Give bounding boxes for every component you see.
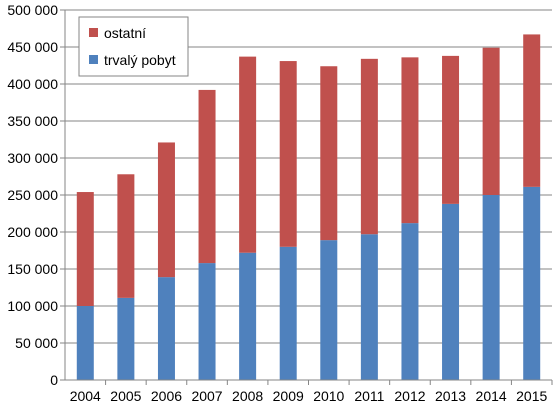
bar-segment-trvaly-pobyt <box>157 277 175 380</box>
bar-segment-ostatni <box>198 89 216 264</box>
x-tick-label: 2011 <box>354 388 384 404</box>
bar-segment-ostatni <box>157 142 175 278</box>
bar-segment-ostatni <box>117 174 135 298</box>
bar-segment-ostatni <box>523 34 541 187</box>
bar-segment-ostatni <box>442 55 460 204</box>
x-tick-label: 2008 <box>232 388 263 404</box>
x-tick-label: 2006 <box>151 388 182 404</box>
bar-segment-ostatni <box>76 192 94 306</box>
y-tick-label: 200 000 <box>7 224 58 240</box>
bar-segment-ostatni <box>401 57 419 224</box>
legend-label: trvalý pobyt <box>104 52 176 68</box>
legend: ostatní trvalý pobyt <box>78 16 189 77</box>
y-tick-label: 500 000 <box>7 2 58 18</box>
y-tick-label: 100 000 <box>7 298 58 314</box>
bar-segment-ostatni <box>482 47 500 195</box>
bar-segment-ostatni <box>320 66 338 241</box>
bar-segment-ostatni <box>360 58 378 235</box>
x-tick-label: 2010 <box>313 388 344 404</box>
x-tick-label: 2007 <box>191 388 222 404</box>
y-tick-label: 450 000 <box>7 39 58 55</box>
bar-segment-ostatni <box>279 61 297 247</box>
bar-segment-trvaly-pobyt <box>76 306 94 380</box>
bar-segment-trvaly-pobyt <box>482 195 500 380</box>
bars <box>76 34 541 380</box>
legend-swatch <box>89 55 98 64</box>
x-tick-label: 2014 <box>476 388 507 404</box>
legend-box <box>78 16 189 77</box>
x-tick-label: 2004 <box>70 388 101 404</box>
bar-segment-trvaly-pobyt <box>360 234 378 380</box>
y-tick-label: 350 000 <box>7 113 58 129</box>
bar-segment-trvaly-pobyt <box>279 246 297 380</box>
bar-segment-ostatni <box>239 56 257 253</box>
bar-segment-trvaly-pobyt <box>442 203 460 380</box>
legend-swatch <box>89 28 98 37</box>
y-tick-label: 150 000 <box>7 261 58 277</box>
bar-segment-trvaly-pobyt <box>117 297 135 380</box>
y-tick-label: 300 000 <box>7 150 58 166</box>
x-tick-label: 2015 <box>516 388 547 404</box>
bar-segment-trvaly-pobyt <box>198 263 216 380</box>
bar-segment-trvaly-pobyt <box>523 186 541 380</box>
y-tick-label: 50 000 <box>15 335 58 351</box>
x-tick-label: 2005 <box>110 388 141 404</box>
x-tick-label: 2012 <box>394 388 425 404</box>
y-tick-label: 250 000 <box>7 187 58 203</box>
x-tick-label: 2009 <box>273 388 304 404</box>
axes: 0 50 000 100 000 150 000 200 000 250 000 300 0… <box>7 2 553 404</box>
x-tick-label: 2013 <box>435 388 466 404</box>
gridlines <box>65 9 552 344</box>
bar-segment-trvaly-pobyt <box>239 252 257 380</box>
bar-segment-trvaly-pobyt <box>320 240 338 380</box>
bar-segment-trvaly-pobyt <box>401 223 419 380</box>
y-tick-label: 400 000 <box>7 76 58 92</box>
legend-label: ostatní <box>104 25 146 41</box>
y-tick-label: 0 <box>50 372 58 388</box>
